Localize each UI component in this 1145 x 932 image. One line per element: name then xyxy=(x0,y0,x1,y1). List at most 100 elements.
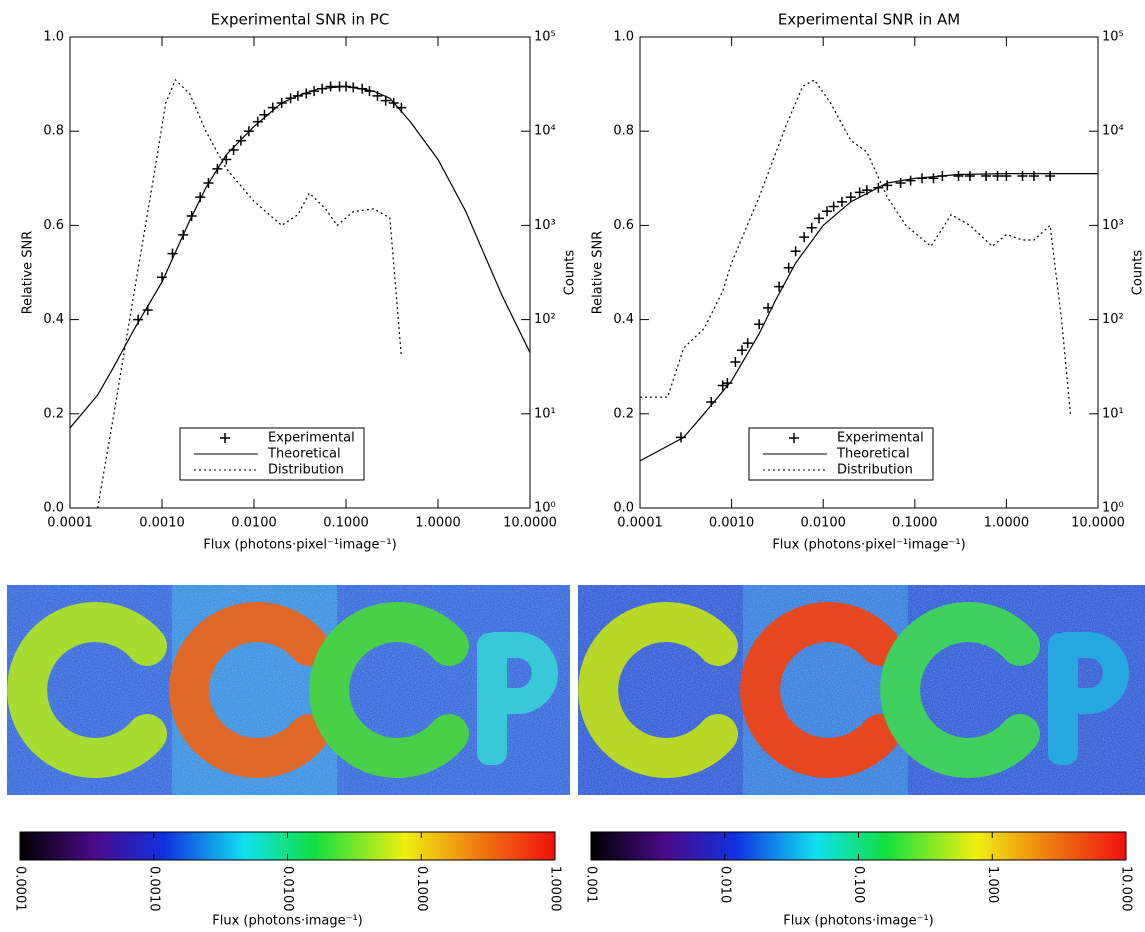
colorbar-tick-label: 1.0000 xyxy=(548,866,563,912)
data-point xyxy=(981,170,992,181)
y-tick-label: 0.8 xyxy=(43,124,64,139)
y2-tick-label: 10⁰ xyxy=(1102,501,1124,516)
series-line xyxy=(640,79,1072,414)
data-point xyxy=(806,222,817,233)
data-point xyxy=(814,213,825,224)
data-point xyxy=(799,232,810,243)
data-point xyxy=(1045,170,1056,181)
plot-frame xyxy=(69,36,531,509)
colorbar-tick-label: 1.000 xyxy=(985,866,1000,903)
y-axis-label: Relative SNR xyxy=(591,231,606,315)
x-tick-label: 10.0000 xyxy=(503,516,557,531)
x-tick-label: 1.0000 xyxy=(984,516,1030,531)
y-tick-label: 1.0 xyxy=(613,30,634,45)
x-axis-label: Flux (photons·pixel⁻¹image⁻¹) xyxy=(772,538,965,553)
data-point xyxy=(717,380,728,391)
legend-label: Distribution xyxy=(837,463,913,478)
colorbar-label: Flux (photons·image⁻¹) xyxy=(212,914,363,929)
y2-tick-label: 10³ xyxy=(534,218,556,233)
x-tick-label: 0.1000 xyxy=(892,516,938,531)
data-point xyxy=(285,93,296,104)
legend-label: Experimental xyxy=(268,431,355,446)
colorbar-tick-label: 0.0010 xyxy=(146,866,161,912)
data-point xyxy=(754,319,765,330)
y2-tick-label: 10⁴ xyxy=(1102,124,1124,139)
y2-tick-label: 10³ xyxy=(1102,218,1124,233)
chart-title: Experimental SNR in PC xyxy=(211,11,390,29)
data-point xyxy=(895,178,906,189)
series-line xyxy=(69,85,531,429)
data-point xyxy=(1028,170,1039,181)
y-tick-label: 0.8 xyxy=(613,124,634,139)
data-point xyxy=(1001,170,1012,181)
x-tick-label: 0.1000 xyxy=(323,516,369,531)
flux-image-pc xyxy=(7,585,570,795)
y2-tick-label: 10¹ xyxy=(534,406,556,421)
data-point xyxy=(380,95,391,106)
data-point xyxy=(1017,170,1028,181)
data-point xyxy=(992,170,1003,181)
data-point xyxy=(252,116,263,127)
data-point xyxy=(845,192,856,203)
colorbar-label: Flux (photons·image⁻¹) xyxy=(783,914,934,929)
data-point xyxy=(828,201,839,212)
x-tick-label: 0.0001 xyxy=(47,516,93,531)
y-tick-label: 0.6 xyxy=(43,218,64,233)
data-point xyxy=(742,338,753,349)
y-axis-label: Relative SNR xyxy=(21,231,36,315)
y2-tick-label: 10² xyxy=(534,312,556,327)
data-point xyxy=(854,187,865,198)
data-point xyxy=(783,262,794,273)
legend-label: Theoretical xyxy=(267,447,341,462)
legend-label: Experimental xyxy=(837,431,924,446)
plot-frame xyxy=(639,36,1099,509)
y2-tick-label: 10⁵ xyxy=(1102,30,1124,45)
y-tick-label: 1.0 xyxy=(43,30,64,45)
y2-tick-label: 10⁰ xyxy=(534,501,556,516)
y-tick-label: 0.4 xyxy=(613,312,634,327)
legend-label: Theoretical xyxy=(836,447,910,462)
y-tick-label: 0.6 xyxy=(613,218,634,233)
y2-axis-label: Counts xyxy=(1131,250,1145,296)
colorbar-tick-label: 0.001 xyxy=(584,866,599,903)
data-point xyxy=(821,206,832,217)
data-point xyxy=(905,175,916,186)
y2-tick-label: 10⁵ xyxy=(534,30,556,45)
y2-tick-label: 10² xyxy=(1102,312,1124,327)
y-tick-label: 0.2 xyxy=(43,406,64,421)
data-point xyxy=(790,246,801,257)
colorbar-tick-label: 0.100 xyxy=(851,866,866,903)
data-point xyxy=(928,173,939,184)
data-point xyxy=(836,196,847,207)
series-line xyxy=(97,78,402,509)
x-tick-label: 0.0100 xyxy=(231,516,277,531)
colorbar-tick-label: 0.1000 xyxy=(414,866,429,912)
data-point xyxy=(730,356,741,367)
colorbar-tick-label: 0.010 xyxy=(717,866,732,903)
data-point xyxy=(964,170,975,181)
y-tick-label: 0.2 xyxy=(613,406,634,421)
colorbar-tick-label: 10.000 xyxy=(1119,866,1134,912)
x-tick-label: 1.0000 xyxy=(415,516,461,531)
y-tick-label: 0.0 xyxy=(613,501,634,516)
colorbar-tick-label: 0.0100 xyxy=(280,866,295,912)
series-line xyxy=(639,172,1098,462)
y2-axis-label: Counts xyxy=(563,250,578,296)
x-tick-label: 0.0100 xyxy=(800,516,846,531)
chart-title: Experimental SNR in AM xyxy=(778,11,960,29)
x-tick-label: 0.0001 xyxy=(617,516,663,531)
x-tick-label: 0.0010 xyxy=(139,516,185,531)
colorbar-tick-label: 0.0001 xyxy=(13,866,28,912)
data-point xyxy=(737,345,748,356)
data-point xyxy=(167,248,178,259)
x-tick-label: 0.0010 xyxy=(709,516,755,531)
legend-label: Distribution xyxy=(268,463,344,478)
y-tick-label: 0.0 xyxy=(43,501,64,516)
data-point xyxy=(325,81,336,92)
y-tick-label: 0.4 xyxy=(43,312,64,327)
legend-marker xyxy=(220,433,230,443)
x-axis-label: Flux (photons·pixel⁻¹image⁻¹) xyxy=(203,538,396,553)
y2-tick-label: 10⁴ xyxy=(534,124,556,139)
